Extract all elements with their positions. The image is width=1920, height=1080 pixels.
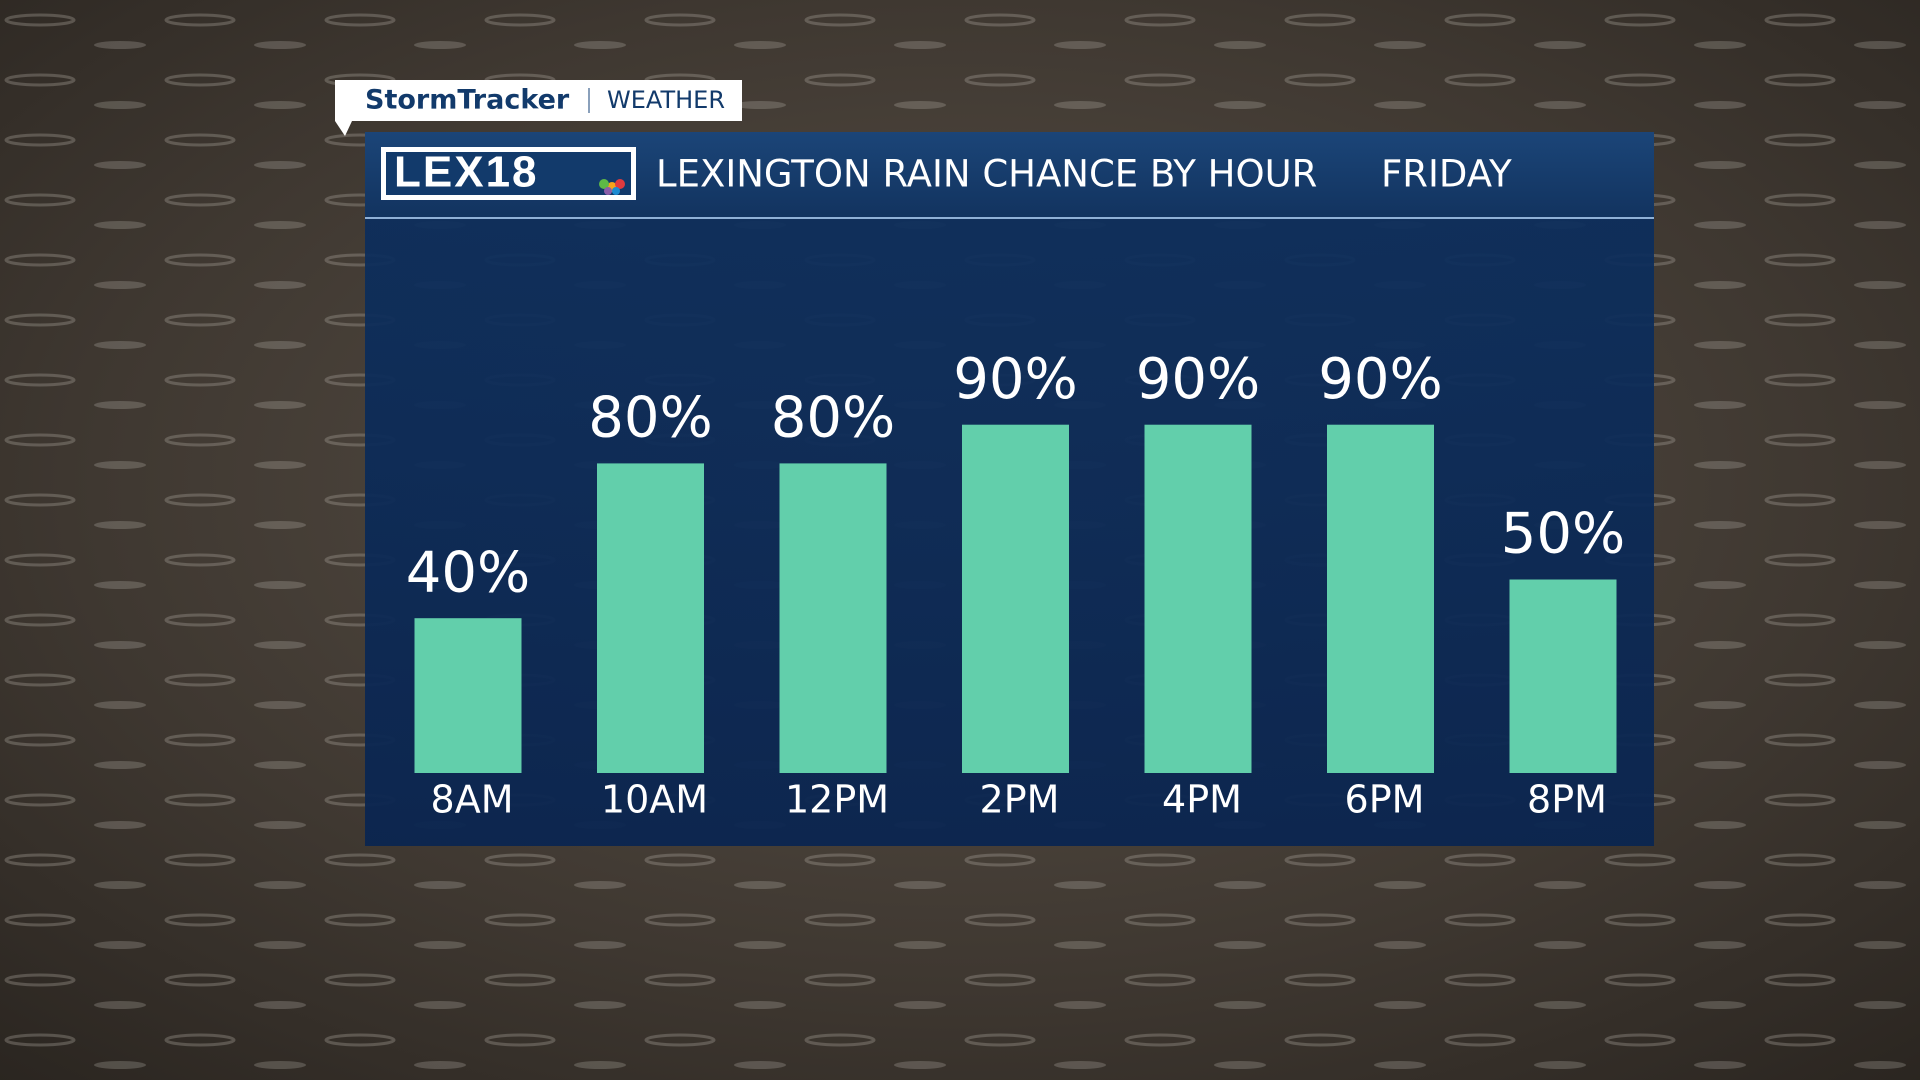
chart-subtitle: FRIDAY: [1381, 153, 1512, 196]
bar: [597, 463, 704, 773]
chart-title: LEXINGTON RAIN CHANCE BY HOUR: [656, 153, 1317, 196]
logo-inner: [386, 152, 631, 195]
bar: [779, 463, 887, 773]
value-label: 90%: [1318, 347, 1442, 412]
value-label: 50%: [1501, 502, 1625, 567]
x-tick-label: 8AM: [431, 778, 514, 822]
value-label: 90%: [1136, 347, 1260, 412]
x-tick-label: 6PM: [1345, 778, 1425, 822]
x-tick-label: 4PM: [1162, 778, 1242, 822]
value-label: 80%: [771, 386, 895, 451]
bar: [1144, 424, 1252, 773]
bar: [1509, 579, 1617, 773]
peacock-icon: [599, 179, 625, 195]
x-tick-label: 10AM: [601, 778, 708, 822]
value-label: 90%: [953, 347, 1077, 412]
value-label: 80%: [588, 386, 712, 451]
logo-text: LEX18: [394, 148, 539, 197]
bar: [414, 618, 522, 773]
show-tab: [335, 80, 742, 136]
show-name: StormTracker: [365, 85, 570, 116]
segment-name: WEATHER: [607, 86, 725, 114]
x-tick-label: 8PM: [1527, 778, 1607, 822]
value-label: 40%: [406, 540, 530, 605]
x-tick-label: 2PM: [980, 778, 1060, 822]
bar: [1327, 424, 1434, 773]
x-tick-label: 12PM: [785, 778, 889, 822]
bar: [962, 424, 1069, 773]
